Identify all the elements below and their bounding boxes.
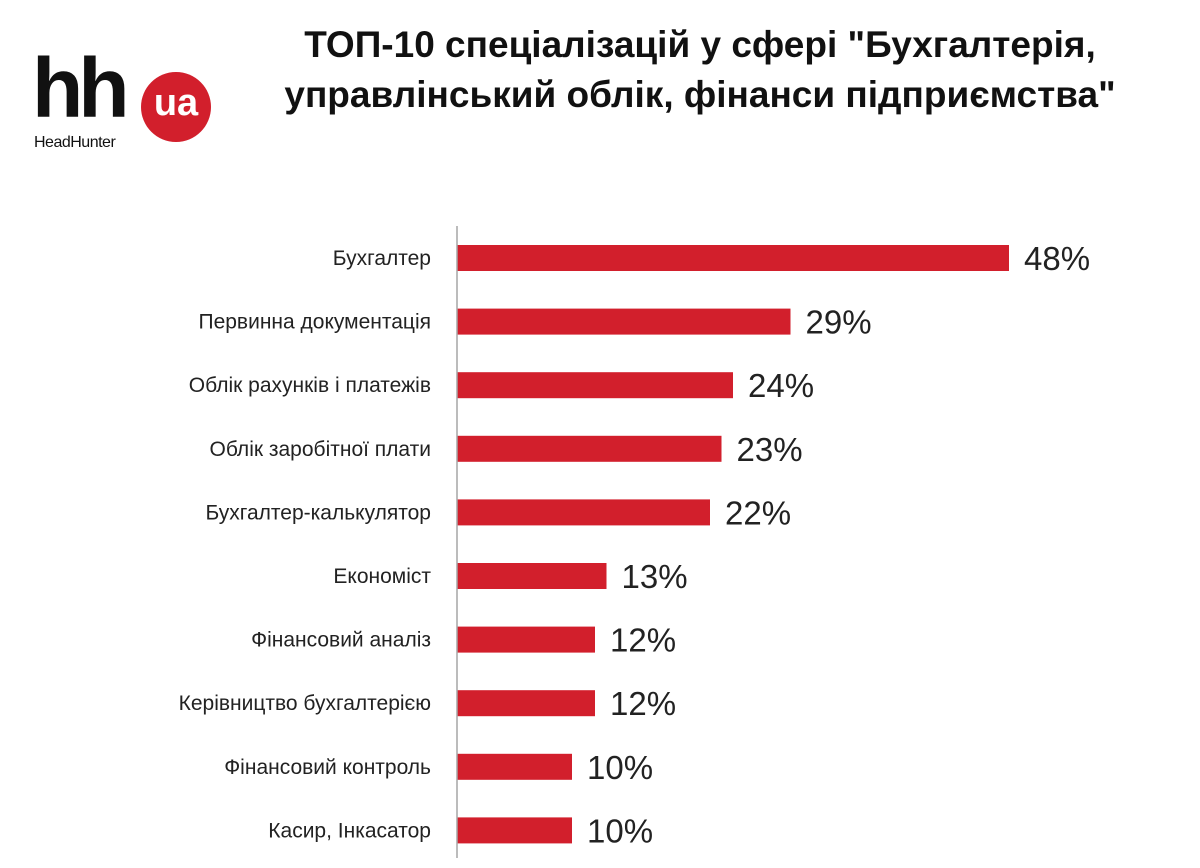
value-label: 12% bbox=[610, 622, 676, 659]
category-label: Первинна документація bbox=[198, 311, 431, 334]
bar bbox=[457, 435, 722, 462]
value-label: 10% bbox=[587, 812, 653, 849]
chart-title-line-2: управлінський облік, фінанси підприємств… bbox=[284, 74, 1116, 115]
headhunter-logo: hh ua HeadHunter bbox=[32, 46, 211, 162]
value-label: 24% bbox=[748, 367, 814, 404]
logo-subtitle: HeadHunter bbox=[34, 134, 116, 151]
logo-badge: ua bbox=[141, 72, 211, 142]
bar bbox=[457, 245, 1009, 271]
bar bbox=[457, 499, 710, 526]
category-label: Бухгалтер bbox=[333, 247, 431, 270]
category-labels-group: Бухгалтер Первинна документація Облік раху… bbox=[179, 247, 432, 842]
category-label: Фінансовий контроль bbox=[224, 756, 431, 779]
bar bbox=[457, 690, 595, 717]
logo-badge-text: ua bbox=[153, 82, 199, 124]
value-label: 22% bbox=[725, 494, 791, 531]
category-label: Облік рахунків і платежів bbox=[189, 374, 431, 397]
value-label: 48% bbox=[1024, 240, 1090, 277]
bar bbox=[457, 372, 733, 399]
bars-group bbox=[457, 245, 1009, 844]
bar bbox=[457, 626, 595, 653]
bar bbox=[457, 817, 572, 844]
category-label: Облік заробітної плати bbox=[210, 438, 431, 461]
value-label: 12% bbox=[610, 685, 676, 722]
value-label: 13% bbox=[622, 558, 688, 595]
logo-mark: hh bbox=[32, 41, 130, 135]
category-label: Керівництво бухгалтерією bbox=[179, 692, 431, 715]
value-label: 29% bbox=[806, 304, 872, 341]
value-label: 23% bbox=[737, 431, 803, 468]
value-labels-group: 48% 29% 24% 23% 22% 13% 12% 12% 10% 10% bbox=[587, 240, 1090, 849]
category-label: Економіст bbox=[333, 565, 431, 588]
bar bbox=[457, 308, 791, 335]
chart-title: ТОП-10 спеціалізацій у сфері "Бухгалтері… bbox=[220, 20, 1180, 120]
chart-title-line-1: ТОП-10 спеціалізацій у сфері "Бухгалтері… bbox=[304, 24, 1096, 65]
category-label: Касир, Інкасатор bbox=[268, 819, 431, 842]
bar bbox=[457, 753, 572, 780]
category-label: Бухгалтер-калькулятор bbox=[205, 501, 431, 524]
bar bbox=[457, 563, 607, 589]
category-label: Фінансовий аналіз bbox=[251, 629, 431, 652]
value-label: 10% bbox=[587, 749, 653, 786]
